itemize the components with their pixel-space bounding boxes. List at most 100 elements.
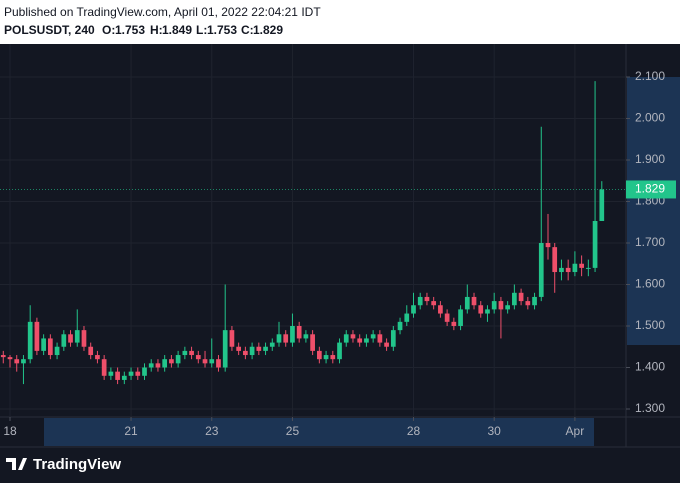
ohlc-label: H: — [150, 23, 163, 37]
published: Published on TradingView.com, April 01, … — [4, 5, 321, 19]
logo-icon — [6, 458, 27, 470]
y-tick-label: 1.600 — [635, 277, 665, 291]
candle-body — [47, 338, 53, 356]
x-tick-label: 28 — [407, 424, 421, 438]
candle-body — [390, 330, 396, 347]
ohlc-value: 1.829 — [253, 23, 283, 37]
candle-body — [88, 346, 94, 356]
y-tick-label: 1.500 — [635, 318, 665, 332]
candle-body — [202, 359, 208, 364]
candle-body — [424, 296, 430, 302]
candle-body — [101, 359, 107, 376]
ohlc-label: L: — [196, 23, 207, 37]
candle-body — [21, 359, 26, 364]
candle-body — [243, 350, 248, 356]
candle-body — [471, 296, 477, 306]
candle-body — [431, 301, 437, 306]
symbol: POLSUSDT, 240 — [4, 23, 95, 37]
candle-body — [491, 301, 497, 310]
candle-body — [0, 355, 6, 358]
y-tick-label: 2.100 — [635, 69, 665, 83]
candle-body — [438, 305, 443, 314]
candle-body — [458, 309, 463, 326]
logo: TradingView — [6, 456, 121, 473]
chart-bg — [0, 44, 680, 483]
candle-body — [377, 334, 383, 343]
y-tick-label: 1.700 — [635, 235, 665, 249]
candle-body — [263, 346, 268, 351]
candle-body — [290, 325, 295, 343]
candle-body — [538, 242, 544, 297]
candle-body — [565, 267, 571, 273]
last-price-label: 1.829 — [635, 182, 665, 196]
candle-body — [316, 350, 322, 360]
candle-body — [142, 367, 147, 376]
candle-body — [195, 355, 201, 360]
candle-body — [572, 263, 578, 273]
candle-body — [384, 342, 389, 347]
candle-body — [249, 346, 255, 356]
candle-body — [115, 371, 120, 380]
candle-body — [296, 325, 302, 339]
candle-body — [350, 334, 356, 339]
candle-body — [343, 334, 349, 343]
x-tick-label: Apr — [566, 424, 585, 438]
candle-body — [256, 346, 262, 351]
candle-body — [222, 330, 228, 368]
candle-body — [54, 346, 60, 356]
candle-body — [397, 321, 403, 331]
candle-body — [229, 330, 235, 347]
ohlc-label: O: — [102, 23, 115, 37]
candle-body — [283, 334, 289, 343]
candle-body — [525, 301, 531, 306]
candle-body — [61, 334, 67, 347]
candle-body — [579, 263, 584, 268]
candle-body — [545, 242, 551, 248]
candle-body — [532, 296, 537, 306]
candle-body — [269, 342, 275, 347]
candle-body — [148, 363, 154, 368]
ohlc-header: POLSUSDT, 240 O: 1.753 H: 1.849 L: 1.753… — [4, 23, 283, 37]
candle-body — [512, 292, 517, 306]
candle-body — [599, 189, 605, 221]
candle-body — [14, 359, 20, 364]
ohlc-value: 1.753 — [115, 23, 145, 37]
candle-body — [236, 346, 242, 351]
x-tick-label: 25 — [286, 424, 300, 438]
candle-body — [370, 334, 376, 339]
candle-body — [559, 267, 564, 273]
candle-body — [592, 220, 598, 268]
candle-body — [41, 338, 46, 351]
candle-body — [464, 296, 470, 310]
candle-body — [411, 305, 416, 314]
last-price-tag — [626, 180, 676, 199]
candle-body — [417, 296, 423, 306]
y-tick-label: 2.000 — [635, 111, 665, 125]
brand: TradingView — [33, 456, 121, 473]
candle-body — [498, 301, 504, 310]
candle-body — [128, 371, 134, 376]
plot: 1.3001.4001.5001.6001.7001.8001.9002.000… — [0, 44, 676, 438]
ohlc-value: 1.849 — [162, 23, 192, 37]
header-bg — [0, 0, 680, 44]
candle-body — [175, 355, 181, 364]
candle-body — [518, 292, 524, 302]
candle-body — [189, 350, 194, 356]
candle-body — [121, 375, 127, 380]
candle-body — [485, 309, 490, 314]
candle-body — [34, 321, 40, 351]
candle-body — [169, 359, 174, 364]
price-range-highlight — [627, 77, 680, 345]
candle-body — [216, 359, 221, 368]
candle-body — [364, 338, 369, 343]
x-tick-label: 18 — [3, 424, 17, 438]
y-tick-label: 1.400 — [635, 360, 665, 374]
x-tick-label: 21 — [124, 424, 138, 438]
candle-body — [444, 313, 450, 322]
candle-body — [7, 357, 13, 360]
candle-body — [585, 267, 591, 269]
candle-body — [135, 371, 141, 376]
candle-body — [310, 334, 315, 351]
candle-body — [108, 371, 114, 376]
candle-body — [330, 355, 336, 360]
